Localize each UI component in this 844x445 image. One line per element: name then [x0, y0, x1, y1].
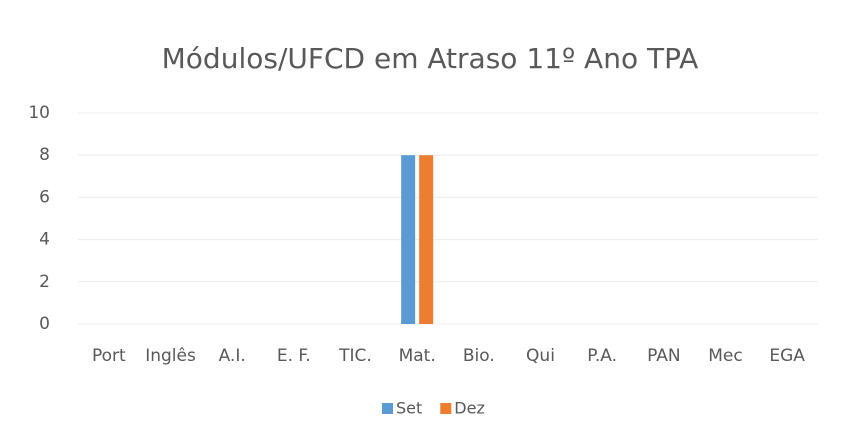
x-tick-label: A.I.	[219, 346, 246, 366]
y-tick-label: 6	[39, 187, 50, 207]
x-tick-label: Mec	[708, 346, 742, 366]
x-tick-label: E. F.	[277, 346, 311, 366]
x-tick-label: P.A.	[587, 346, 617, 366]
chart-title: Módulos/UFCD em Atraso 11º Ano TPA	[162, 42, 699, 75]
y-tick-label: 2	[39, 272, 50, 292]
legend-label: Dez	[454, 399, 485, 418]
y-tick-label: 8	[39, 145, 50, 165]
y-tick-label: 10	[28, 103, 50, 123]
x-tick-label: Mat.	[399, 346, 436, 366]
x-tick-label: Qui	[526, 346, 555, 366]
bar	[401, 155, 416, 324]
x-tick-label: PAN	[647, 346, 681, 366]
legend-label: Set	[396, 399, 422, 418]
y-tick-label: 4	[39, 230, 50, 250]
x-tick-label: Port	[92, 346, 126, 366]
x-tick-label: Inglês	[145, 346, 196, 366]
x-tick-label: EGA	[769, 346, 805, 366]
legend-swatch	[440, 403, 452, 414]
y-tick-label: 0	[39, 314, 50, 334]
bar	[419, 155, 434, 324]
x-tick-label: Bio.	[463, 346, 495, 366]
legend-swatch	[382, 403, 393, 414]
x-tick-label: TIC.	[338, 346, 372, 366]
